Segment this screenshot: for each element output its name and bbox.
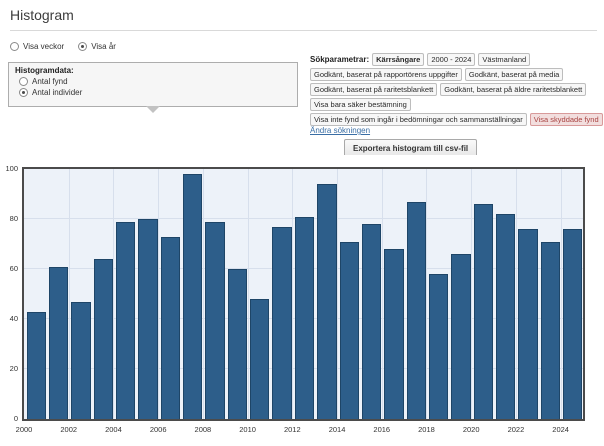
bar-2005 [138,219,158,419]
bar-2002 [71,301,91,419]
gridline-vertical [381,169,383,419]
bar-2015 [361,224,382,419]
gridline-vertical [202,169,204,419]
histogram-chart: 0 20 40 60 80 100 2000 2002 2004 2006 2008 2010 2012… [0,155,604,446]
x-axis-tick-label: 2022 [507,425,525,434]
gridline-vertical [426,169,428,419]
radio-label: Visa år [91,42,116,51]
bar-2003 [93,259,113,419]
x-axis-tick-label: 2010 [239,425,256,434]
x-axis-tick-label: 2000 [15,425,33,434]
x-axis-tick-label: 2008 [194,425,212,434]
gridline-vertical [113,169,115,419]
edit-search-link[interactable]: Ändra sökningen [310,126,371,135]
bar-2023 [540,241,561,419]
bar-2013 [317,184,337,419]
protected-filter-tag: Visa skyddade fynd [529,113,603,126]
bar-2018 [428,274,449,419]
gridline-vertical [68,169,70,419]
gridline-vertical [158,169,160,419]
gridline-vertical [292,169,294,419]
x-axis-tick-label: 2016 [373,425,391,434]
radio-antal-individer[interactable]: Antal individer [19,88,291,97]
gridline-vertical [560,169,562,419]
radio-button-icon[interactable] [10,42,19,51]
bar-2001 [48,266,69,419]
bar-2007 [183,174,203,419]
y-axis-tick-label: 0 [13,414,18,423]
radio-label: Antal fynd [32,77,68,86]
y-axis-tick-label: 40 [9,314,18,323]
search-params-label: Sökparametrar: [310,55,370,64]
page-title: Histogram [10,7,74,23]
bar-2019 [451,254,471,419]
bar-2000 [26,311,46,419]
search-params: Sökparametrar: Kärrsångare 2000 - 2024 Väs… [310,53,603,126]
filter-tag: Godkänt, baserat på raritetsblankett [310,83,438,96]
filter-tag: Godkänt, baserat på media [464,68,564,81]
radio-visa-veckor[interactable]: Visa veckor [10,42,64,51]
histogramdata-title: Histogramdata: [15,66,74,75]
radio-label: Visa veckor [23,42,65,51]
y-axis-tick-label: 80 [9,214,18,223]
plot-area [22,167,585,421]
filter-tag: Västmanland [478,53,531,66]
bar-2006 [160,236,181,419]
radio-button-icon[interactable] [78,42,88,51]
filter-tag: Godkänt, baserat på äldre raritetsblanke… [440,83,587,96]
radio-button-icon[interactable] [19,77,28,86]
radio-label: Antal individer [32,88,83,97]
radio-visa-ar[interactable]: Visa år [78,42,116,51]
view-toggle: Visa veckor Visa år [10,42,116,51]
gridline-vertical [471,169,473,419]
bar-2012 [294,216,315,419]
x-axis-tick-label: 2012 [283,425,301,434]
x-axis-tick-label: 2006 [149,425,167,434]
gridline-vertical [337,169,339,419]
bar-2021 [496,214,516,419]
bar-2016 [384,249,404,419]
header-divider [10,30,597,31]
filter-tag: Godkänt, baserat på rapportörens uppgift… [310,68,462,81]
x-axis-tick-label: 2018 [418,425,435,434]
callout-arrow-icon [146,106,160,113]
gridline-vertical [247,169,249,419]
y-axis-tick-label: 60 [9,264,18,273]
filter-tag: Visa inte fynd som ingår i bedömningar o… [310,113,527,126]
bar-2022 [518,229,538,419]
histogramdata-box: Histogramdata: Antal fynd Antal individe… [8,62,298,113]
bar-2024 [563,229,583,419]
radio-button-icon[interactable] [19,88,28,97]
bar-2017 [406,201,426,419]
bar-2009 [227,269,248,419]
x-axis-tick-label: 2004 [105,425,122,434]
bar-2010 [250,299,270,419]
bar-2004 [115,221,136,419]
bar-2014 [339,241,359,419]
x-axis-tick-label: 2024 [552,425,569,434]
filter-tag: Visa bara säker bestämning [310,98,411,111]
bar-2011 [272,226,292,419]
filter-tag: 2000 - 2024 [427,53,476,66]
x-axis-tick-label: 2020 [462,425,480,434]
y-axis-tick-label: 100 [5,164,18,173]
bar-2020 [473,204,494,419]
radio-antal-fynd[interactable]: Antal fynd [19,77,291,86]
x-axis-tick-label: 2014 [328,425,346,434]
gridline-vertical [515,169,517,419]
y-axis-tick-label: 20 [9,364,18,373]
x-axis-tick-label: 2002 [60,425,78,434]
filter-tag: Kärrsångare [372,53,425,66]
bar-2008 [205,221,225,419]
